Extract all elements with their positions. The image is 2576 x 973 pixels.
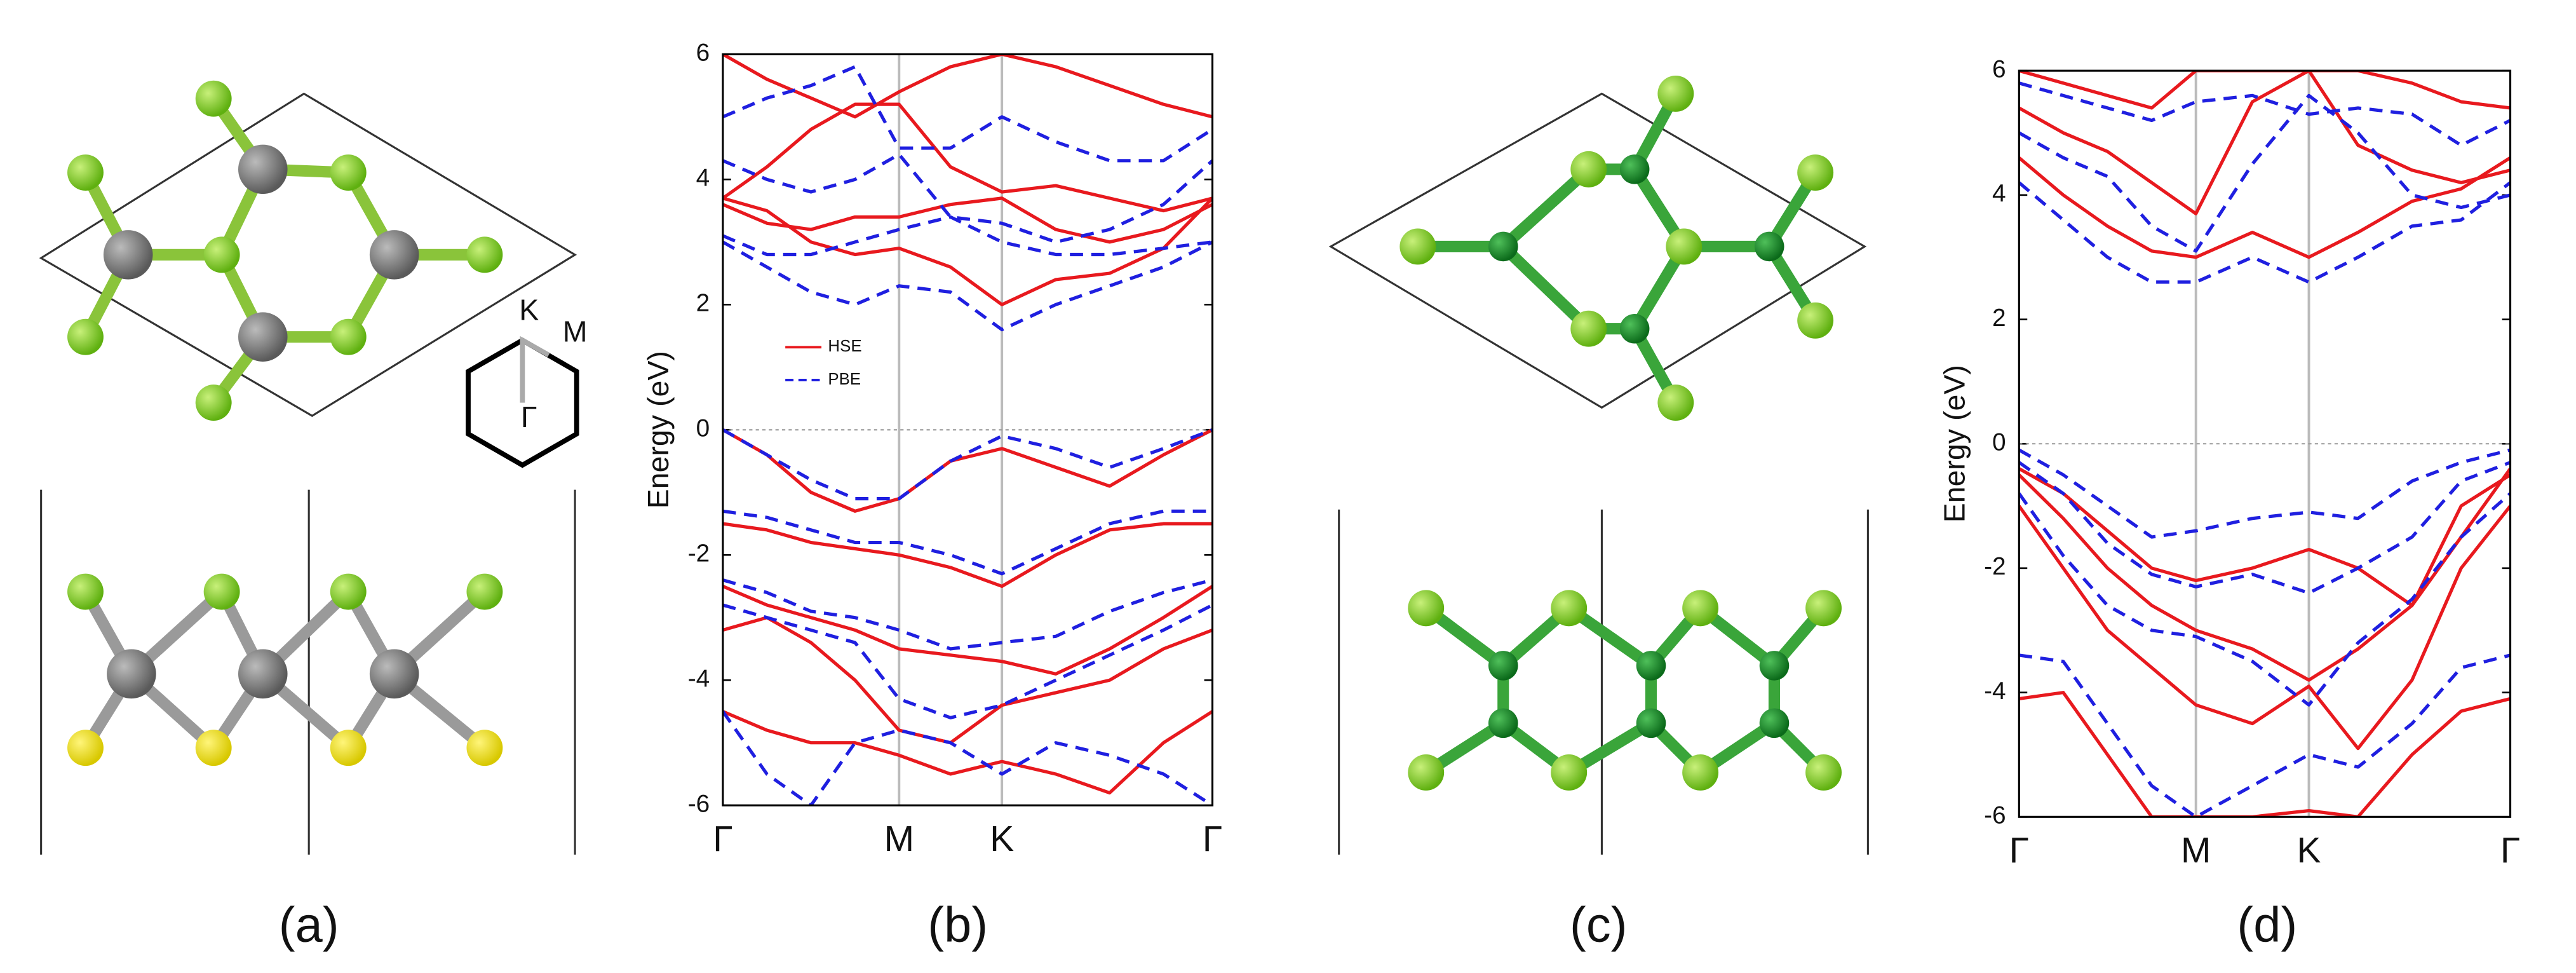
x-tick-label: Γ — [1203, 819, 1222, 859]
panel-label: (d) — [2237, 898, 2297, 953]
band-line — [2019, 93, 2511, 253]
band-line — [722, 428, 1213, 501]
band-line — [2019, 71, 2511, 110]
plot-frame — [2018, 69, 2512, 818]
band-line — [2019, 181, 2511, 284]
structure-c-side — [1338, 509, 1869, 855]
band-line — [722, 54, 1213, 119]
y-tick-label: 0 — [1992, 429, 2006, 456]
bz-label: K — [519, 294, 539, 327]
y-tick-label: 4 — [1992, 180, 2006, 207]
band-line — [2019, 691, 2511, 817]
bz-label: Γ — [521, 400, 537, 433]
band-line — [722, 585, 1213, 676]
band-line — [2019, 71, 2511, 215]
band-line — [2019, 467, 2511, 608]
band-line — [722, 710, 1213, 806]
band-line — [722, 603, 1213, 719]
band-line — [2019, 473, 2511, 682]
band-line — [2019, 492, 2511, 707]
x-tick-label: Γ — [713, 819, 732, 859]
x-tick-label: M — [2181, 830, 2211, 871]
y-axis-label: Energy (eV) — [1938, 365, 1971, 522]
y-tick-label: 6 — [696, 39, 710, 67]
y-tick-label: 2 — [696, 290, 710, 317]
bands — [722, 54, 1213, 806]
y-tick-label: 4 — [696, 165, 710, 192]
y-tick-label: -2 — [688, 540, 710, 568]
y-tick-label: -4 — [688, 665, 710, 692]
structure-a-side — [40, 489, 576, 855]
brillouin-zone: K M Γ — [466, 294, 588, 468]
band-line — [722, 710, 1213, 795]
x-tick-label: M — [884, 819, 914, 859]
band-line — [722, 196, 1213, 306]
plot-frame — [722, 53, 1214, 806]
band-line — [722, 102, 1213, 213]
y-tick-label: 6 — [1992, 55, 2006, 83]
x-tick-label: K — [990, 819, 1014, 859]
panel-label: (a) — [279, 898, 339, 953]
band-line — [722, 196, 1213, 244]
band-line — [2019, 505, 2511, 751]
y-tick-label: 0 — [696, 415, 710, 442]
y-tick-label: 2 — [1992, 304, 2006, 332]
structure-a-top — [39, 80, 577, 421]
band-line — [722, 509, 1213, 576]
band-line — [722, 578, 1213, 651]
x-tick-label: Γ — [2500, 830, 2520, 871]
band-line — [722, 428, 1213, 513]
band-line — [722, 522, 1213, 589]
x-tick-label: K — [2297, 830, 2321, 871]
band-line — [2019, 81, 2511, 147]
band-line — [722, 215, 1213, 257]
band-line — [2019, 448, 2511, 539]
band-line — [722, 616, 1213, 745]
band-line — [722, 240, 1213, 332]
band-line — [2019, 653, 2511, 817]
panel-label: (b) — [927, 898, 988, 953]
panel-label: (c) — [1570, 898, 1627, 953]
y-tick-label: -4 — [1984, 677, 2006, 705]
y-axis-label: Energy (eV) — [642, 351, 675, 508]
bands — [2019, 71, 2511, 817]
y-tick-label: -2 — [1984, 553, 2006, 580]
y-tick-label: -6 — [688, 790, 710, 817]
structure-c-top — [1328, 75, 1867, 421]
bz-label: M — [563, 315, 588, 348]
band-line — [722, 153, 1213, 244]
y-tick-label: -6 — [1984, 802, 2006, 829]
x-tick-label: Γ — [2009, 830, 2029, 871]
band-line — [722, 65, 1213, 163]
band-line — [2019, 156, 2511, 259]
band-line — [2019, 461, 2511, 595]
legend-label: HSE — [828, 337, 861, 355]
legend-label: PBE — [828, 371, 861, 388]
